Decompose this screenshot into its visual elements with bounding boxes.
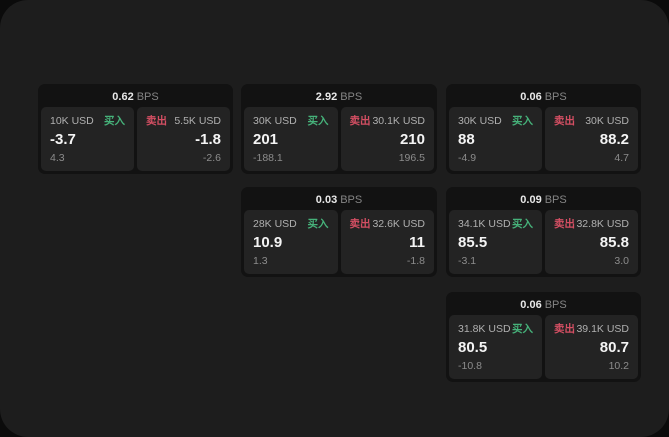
spread-header: 0.03 BPS [244,190,434,210]
spread-value: 2.92 [315,91,338,103]
quote-body: 10K USD 买入 -3.7 4.3 卖出 5.5K USD -1.8 -2.… [41,107,230,171]
sell-price: 210 [399,131,425,148]
sell-pane[interactable]: 卖出 5.5K USD -1.8 -2.6 [137,107,230,171]
bps-label: BPS [544,194,567,206]
buy-label: 买入 [307,218,329,230]
buy-label: 买入 [512,323,533,335]
sell-price: 80.7 [599,339,629,356]
buy-label: 买入 [512,218,533,230]
buy-pane[interactable]: 34.1K USD 买入 85.5 -3.1 [449,210,542,274]
sell-label: 卖出 [554,323,575,335]
sell-pane[interactable]: 卖出 30.1K USD 210 196.5 [340,107,434,171]
sell-change: -1.8 [406,255,425,267]
spread-header: 0.62 BPS [41,87,230,107]
quote-card-1: 0.62 BPS 10K USD 买入 -3.7 4.3 卖出 5.5K USD … [38,84,233,174]
buy-change: -3.1 [458,255,477,267]
buy-price: 10.9 [253,234,283,251]
sell-size: 32.8K USD [576,218,629,230]
sell-label: 卖出 [146,115,167,127]
quote-body: 28K USD 买入 10.9 1.3 卖出 32.6K USD 11 -1.8 [244,210,434,274]
bps-label: BPS [340,194,363,206]
quote-card-6: 0.06 BPS 31.8K USD 买入 80.5 -10.8 卖出 39.1K… [446,292,641,382]
quote-card-2: 2.92 BPS 30K USD 买入 201 -188.1 卖出 30.1K U… [241,84,437,174]
quote-card-3: 0.06 BPS 30K USD 买入 88 -4.9 卖出 30K USD 88… [446,84,641,174]
spread-value: 0.06 [520,91,542,103]
sell-pane[interactable]: 卖出 32.8K USD 85.8 3.0 [545,210,638,274]
sell-change: 196.5 [398,152,425,164]
sell-pane[interactable]: 卖出 39.1K USD 80.7 10.2 [545,315,638,379]
bps-label: BPS [340,91,363,103]
quote-body: 30K USD 买入 88 -4.9 卖出 30K USD 88.2 4.7 [449,107,638,171]
spread-header: 0.06 BPS [449,295,638,315]
sell-size: 30K USD [585,115,629,127]
sell-price: -1.8 [195,131,221,148]
sell-label: 卖出 [554,218,575,230]
buy-price: 201 [253,131,279,148]
quote-card-4: 0.03 BPS 28K USD 买入 10.9 1.3 卖出 32.6K USD… [241,187,437,277]
buy-size: 31.8K USD [458,323,511,335]
buy-change: -188.1 [253,152,283,164]
sell-size: 5.5K USD [174,115,221,127]
buy-label: 买入 [104,115,125,127]
quote-body: 34.1K USD 买入 85.5 -3.1 卖出 32.8K USD 85.8… [449,210,638,274]
spread-header: 0.09 BPS [449,190,638,210]
sell-change: 4.7 [614,152,629,164]
buy-size: 10K USD [50,115,94,127]
sell-price: 11 [409,234,425,251]
spread-value: 0.09 [520,194,542,206]
buy-label: 买入 [307,115,329,127]
buy-change: 1.3 [253,255,268,267]
sell-label: 卖出 [349,218,371,230]
buy-price: 80.5 [458,339,488,356]
spread-value: 0.06 [520,299,542,311]
quote-card-5: 0.09 BPS 34.1K USD 买入 85.5 -3.1 卖出 32.8K … [446,187,641,277]
spread-header: 0.06 BPS [449,87,638,107]
buy-price: 85.5 [458,234,488,251]
spread-header: 2.92 BPS [244,87,434,107]
buy-change: -10.8 [458,360,482,372]
buy-label: 买入 [512,115,533,127]
sell-change: 3.0 [614,255,629,267]
sell-size: 32.6K USD [372,218,425,230]
buy-pane[interactable]: 31.8K USD 买入 80.5 -10.8 [449,315,542,379]
buy-pane[interactable]: 30K USD 买入 88 -4.9 [449,107,542,171]
spread-value: 0.03 [315,194,338,206]
buy-size: 30K USD [458,115,502,127]
sell-label: 卖出 [349,115,371,127]
buy-change: 4.3 [50,152,65,164]
sell-pane[interactable]: 卖出 30K USD 88.2 4.7 [545,107,638,171]
buy-price: 88 [458,131,475,148]
sell-size: 30.1K USD [372,115,425,127]
buy-size: 28K USD [253,218,297,230]
buy-pane[interactable]: 10K USD 买入 -3.7 4.3 [41,107,134,171]
bps-label: BPS [544,91,567,103]
sell-change: 10.2 [608,360,629,372]
sell-price: 88.2 [599,131,629,148]
sell-size: 39.1K USD [576,323,629,335]
buy-pane[interactable]: 28K USD 买入 10.9 1.3 [244,210,338,274]
sell-change: -2.6 [202,152,221,164]
quote-body: 30K USD 买入 201 -188.1 卖出 30.1K USD 210 1… [244,107,434,171]
quote-body: 31.8K USD 买入 80.5 -10.8 卖出 39.1K USD 80.… [449,315,638,379]
buy-change: -4.9 [458,152,477,164]
spread-value: 0.62 [112,91,134,103]
sell-price: 85.8 [599,234,629,251]
bps-label: BPS [544,299,567,311]
bps-label: BPS [136,91,159,103]
sell-label: 卖出 [554,115,575,127]
buy-price: -3.7 [50,131,76,148]
buy-pane[interactable]: 30K USD 买入 201 -188.1 [244,107,338,171]
sell-pane[interactable]: 卖出 32.6K USD 11 -1.8 [340,210,434,274]
buy-size: 30K USD [253,115,297,127]
buy-size: 34.1K USD [458,218,511,230]
